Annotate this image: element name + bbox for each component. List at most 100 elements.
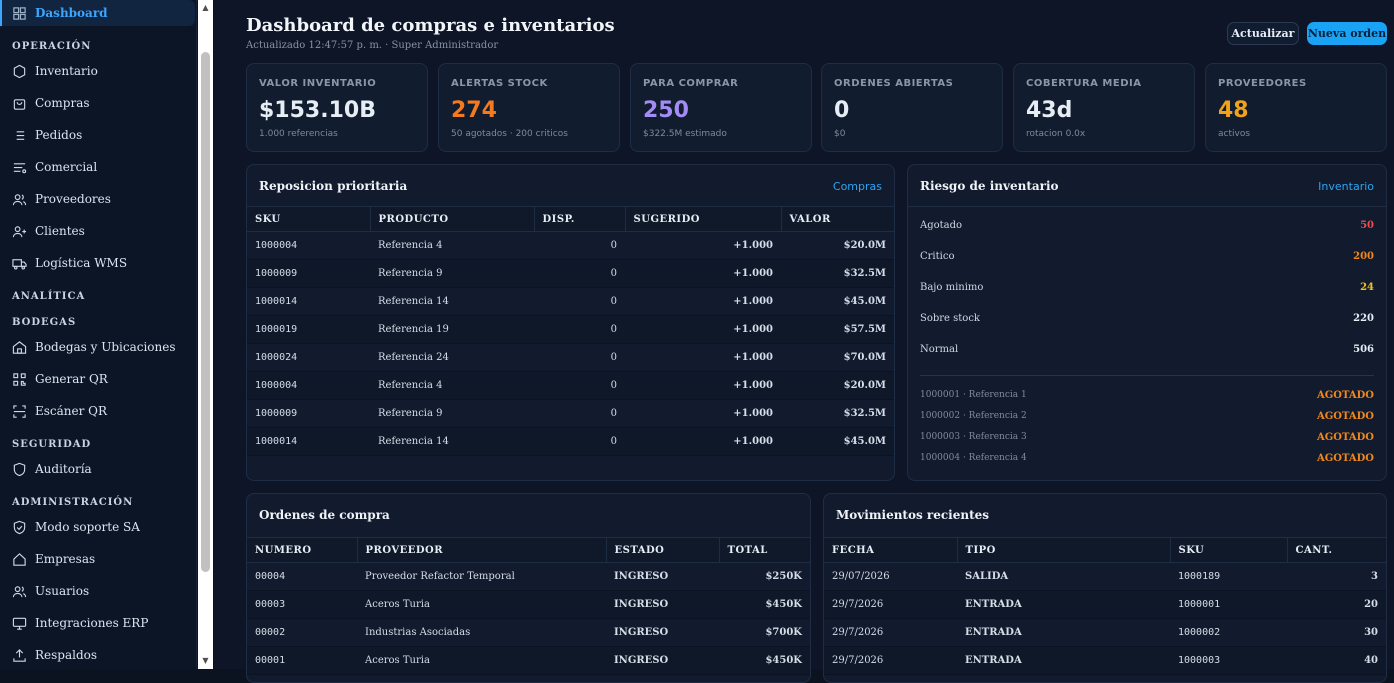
table-cell: 1000002 <box>1170 618 1287 647</box>
column-header[interactable]: DISP. <box>534 206 626 232</box>
kpi-sub: activos <box>1218 129 1251 139</box>
sidebar-item-modo-soporte[interactable]: Modo soporte SA <box>12 516 140 538</box>
sidebar-item-respaldos[interactable]: Respaldos <box>12 644 97 666</box>
table-cell: 0 <box>534 287 625 316</box>
column-header[interactable]: TOTAL <box>719 537 810 563</box>
column-header[interactable]: CANT. <box>1287 537 1386 563</box>
reposicion-table: SKU PRODUCTO DISP. SUGERIDO VALOR 100000… <box>247 206 894 456</box>
table-row[interactable]: 1000014 Referencia 14 0 +1.000 $45.0M <box>247 287 894 316</box>
sidebar-item-bodegas-ubicaciones[interactable]: Bodegas y Ubicaciones <box>12 336 176 358</box>
table-cell: $250K <box>719 562 810 591</box>
sidebar-active-highlight <box>0 0 195 26</box>
sidebar-item-label: Comercial <box>35 160 98 174</box>
inventario-link[interactable]: Inventario <box>1318 180 1374 193</box>
scroll-thumb[interactable] <box>201 52 210 572</box>
kpi-card-ordenes-abiertas: ORDENES ABIERTAS 0 $0 <box>821 63 1003 152</box>
column-header[interactable]: ESTADO <box>606 537 720 563</box>
column-header[interactable]: VALOR <box>781 206 894 232</box>
sidebar-item-compras[interactable]: Compras <box>12 92 90 114</box>
section-bodegas: BODEGAS <box>12 317 77 328</box>
table-cell: 30 <box>1287 618 1386 647</box>
table-cell: 1000009 <box>247 399 370 428</box>
sidebar-item-escaner-qr[interactable]: Escáner QR <box>12 400 107 422</box>
sidebar-item-auditoria[interactable]: Auditoría <box>12 458 92 480</box>
table-row[interactable]: 1000014 Referencia 14 0 +1.000 $45.0M <box>247 427 894 456</box>
column-header[interactable]: SUGERIDO <box>625 206 782 232</box>
sidebar-item-comercial[interactable]: Comercial <box>12 156 97 178</box>
table-cell: 0 <box>534 315 625 344</box>
table-row[interactable]: 29/7/2026 ENTRADA 1000003 40 <box>824 646 1386 675</box>
page-subtitle: Actualizado 12:47:57 p. m. · Super Admin… <box>246 40 499 51</box>
column-header[interactable]: FECHA <box>824 537 958 563</box>
column-header[interactable]: PROVEEDOR <box>357 537 607 563</box>
column-header[interactable]: PRODUCTO <box>370 206 535 232</box>
kpi-label: ORDENES ABIERTAS <box>834 78 954 89</box>
risk-level-value: 200 <box>1353 250 1374 262</box>
sidebar-item-pedidos[interactable]: Pedidos <box>12 124 82 146</box>
table-cell: $45.0M <box>781 427 894 456</box>
new-order-button[interactable]: Nueva orden <box>1307 22 1387 45</box>
column-header[interactable]: SKU <box>247 206 371 232</box>
table-row[interactable]: 29/7/2026 ENTRADA 1000001 20 <box>824 590 1386 619</box>
table-row[interactable]: 00002 Industrias Asociadas INGRESO $700K <box>247 618 810 647</box>
sidebar-item-dashboard[interactable]: Dashboard <box>12 2 108 24</box>
kpi-sub: $0 <box>834 129 846 139</box>
table-row[interactable]: 00004 Proveedor Refactor Temporal INGRESO $… <box>247 562 810 591</box>
table-row[interactable]: 1000004 Referencia 4 0 +1.000 $20.0M <box>247 231 894 260</box>
kpi-card-alertas-stock: ALERTAS STOCK 274 50 agotados · 200 crit… <box>438 63 620 152</box>
table-row[interactable]: 29/7/2026 ENTRADA 1000002 30 <box>824 618 1386 647</box>
scroll-down-arrow-icon[interactable]: ▼ <box>202 656 209 665</box>
sidebar-item-proveedores[interactable]: Proveedores <box>12 188 111 210</box>
table-row[interactable]: 29/07/2026 SALIDA 1000189 3 <box>824 562 1386 591</box>
list-icon <box>16 130 25 140</box>
table-row[interactable]: 1000004 Referencia 4 0 +1.000 $20.0M <box>247 371 894 400</box>
compras-link[interactable]: Compras <box>832 180 882 193</box>
sidebar-item-clientes[interactable]: Clientes <box>12 220 85 242</box>
table-cell: 1000009 <box>247 259 370 288</box>
risk-list-item[interactable]: 1000001 · Referencia 1 AGOTADO <box>920 387 1374 403</box>
users-icon <box>12 193 27 205</box>
sidebar: Dashboard OPERACIÓN Inventario Compras P… <box>0 0 197 669</box>
reposicion-card: Reposicion prioritaria Compras SKU PRODU… <box>246 164 895 481</box>
risk-list-item[interactable]: 1000003 · Referencia 3 AGOTADO <box>920 429 1374 445</box>
table-cell: $32.5M <box>781 399 894 428</box>
movimientos-table: FECHA TIPO SKU CANT. 29/07/2026 SALIDA 100… <box>824 537 1386 675</box>
sidebar-item-label: Usuarios <box>35 584 90 598</box>
sidebar-item-inventario[interactable]: Inventario <box>12 60 98 82</box>
risk-list-item[interactable]: 1000002 · Referencia 2 AGOTADO <box>920 408 1374 424</box>
risk-list-item[interactable]: 1000004 · Referencia 4 AGOTADO <box>920 450 1374 466</box>
column-header[interactable]: SKU <box>1170 537 1288 563</box>
table-row[interactable]: 00001 Aceros Turia INGRESO $450K <box>247 646 810 675</box>
sidebar-item-label: Inventario <box>35 64 98 78</box>
kpi-value: $153.10B <box>259 98 376 123</box>
scroll-up-arrow-icon[interactable]: ▲ <box>202 3 209 12</box>
table-cell: 1000014 <box>247 287 370 316</box>
sidebar-scrollbar[interactable]: ▲ ▼ <box>198 0 213 669</box>
sidebar-item-generar-qr[interactable]: Generar QR <box>12 368 108 390</box>
sidebar-item-usuarios[interactable]: Usuarios <box>12 580 89 602</box>
sidebar-item-logistica[interactable]: Logística WMS <box>12 252 127 274</box>
table-cell: $70.0M <box>781 343 894 372</box>
sidebar-item-empresas[interactable]: Empresas <box>12 548 95 570</box>
column-header[interactable]: TIPO <box>957 537 1171 563</box>
kpi-label: COBERTURA MEDIA <box>1026 78 1142 89</box>
column-header[interactable]: NUMERO <box>247 537 358 563</box>
table-cell: Industrias Asociadas <box>357 618 606 647</box>
refresh-button[interactable]: Actualizar <box>1227 22 1299 45</box>
table-cell: $32.5M <box>781 259 894 288</box>
table-cell: INGRESO <box>606 646 719 675</box>
table-row[interactable]: 1000009 Referencia 9 0 +1.000 $32.5M <box>247 259 894 288</box>
table-cell: 0 <box>534 427 625 456</box>
table-row[interactable]: 1000024 Referencia 24 0 +1.000 $70.0M <box>247 343 894 372</box>
sidebar-item-label: Logística WMS <box>35 256 128 270</box>
main-content: Dashboard de compras e inventarios Actua… <box>214 0 1394 683</box>
shield-check-icon <box>13 520 26 534</box>
status-badge: AGOTADO <box>1316 410 1374 422</box>
risk-item-label: 1000002 · Referencia 2 <box>920 411 1027 421</box>
sidebar-item-label: Integraciones ERP <box>35 616 149 630</box>
kpi-card-cobertura-media: COBERTURA MEDIA 43d rotacion 0.0x <box>1013 63 1195 152</box>
sidebar-item-integraciones[interactable]: Integraciones ERP <box>12 612 148 634</box>
table-row[interactable]: 1000009 Referencia 9 0 +1.000 $32.5M <box>247 399 894 428</box>
table-row[interactable]: 1000019 Referencia 19 0 +1.000 $57.5M <box>247 315 894 344</box>
table-row[interactable]: 00003 Aceros Turia INGRESO $450K <box>247 590 810 619</box>
